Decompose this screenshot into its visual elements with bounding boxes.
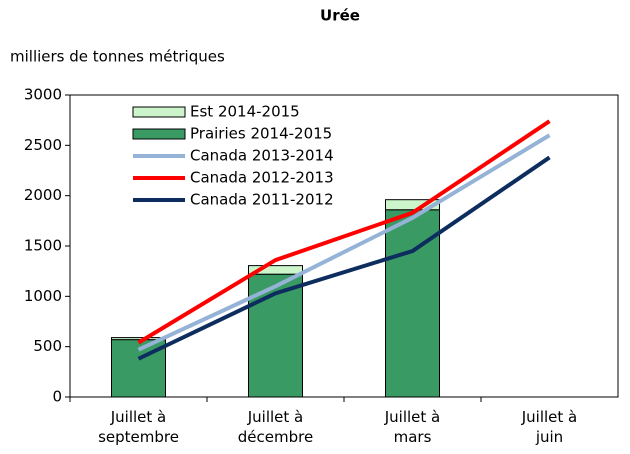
legend-swatch: [132, 106, 186, 118]
x-tick-label: Juillet à mars: [384, 408, 441, 446]
legend-label: Canada 2012-2013: [190, 169, 334, 187]
line: [137, 133, 551, 352]
plot-frame: [69, 94, 619, 398]
x-tick-label: Juillet à juin: [521, 408, 578, 446]
y-tick-label: 2500: [24, 136, 62, 154]
legend-swatch: [132, 128, 186, 140]
y-tick-label: 0: [52, 388, 62, 406]
y-tick-label: 1000: [24, 287, 62, 305]
y-tick-label: 3000: [24, 86, 62, 104]
bar: [248, 265, 303, 275]
x-tick-label: Juillet à septembre: [98, 408, 179, 446]
line: [137, 155, 551, 361]
y-tick-label: 500: [33, 337, 62, 355]
y-axis-label: milliers de tonnes métriques: [10, 48, 225, 66]
legend-label: Prairies 2014-2015: [190, 125, 332, 143]
x-tick-label: Juillet à décembre: [238, 408, 313, 446]
legend-label: Canada 2011-2012: [190, 191, 334, 209]
chart-title: Urée: [320, 7, 360, 25]
bar: [385, 199, 440, 211]
y-tick-label: 1500: [24, 237, 62, 255]
legend-label: Est 2014-2015: [190, 103, 300, 121]
line: [137, 119, 551, 345]
y-tick-label: 2000: [24, 186, 62, 204]
legend-label: Canada 2013-2014: [190, 147, 334, 165]
